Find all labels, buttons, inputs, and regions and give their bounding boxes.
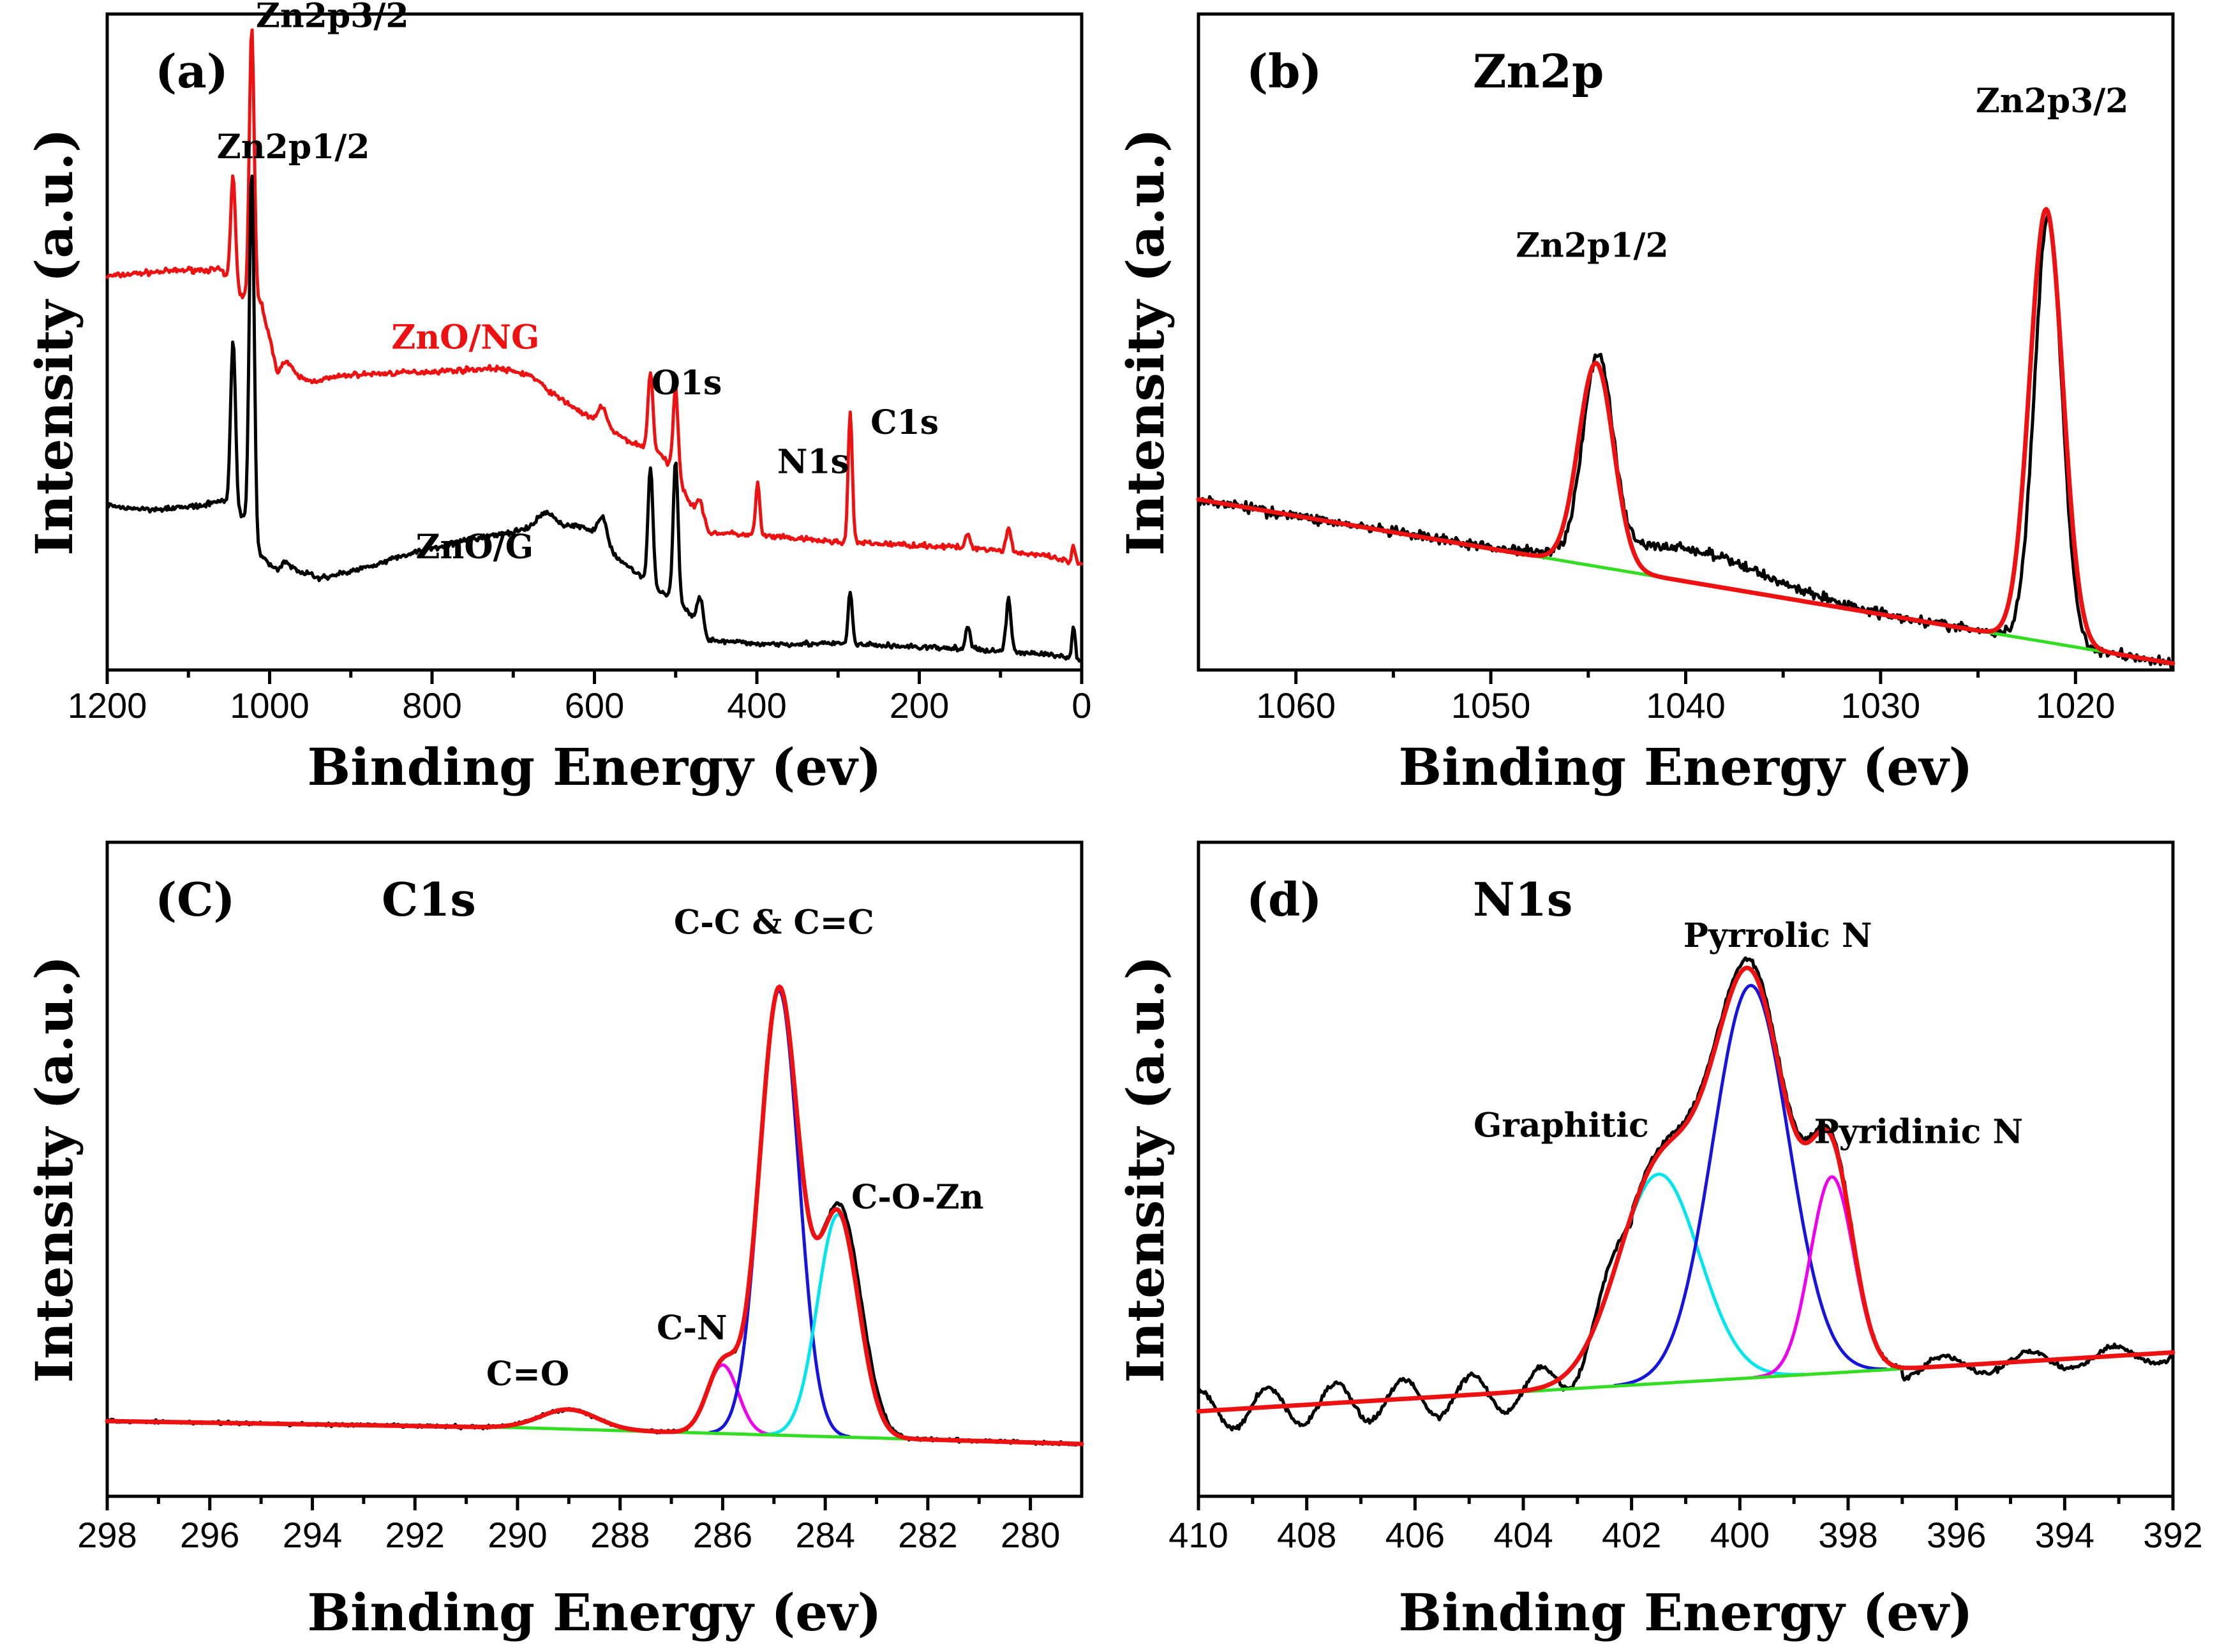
x-tick-label: 292 bbox=[385, 1515, 444, 1555]
x-axis-label: Binding Energy (ev) bbox=[308, 737, 882, 797]
component-c-c-c-c-line bbox=[708, 989, 851, 1438]
panel-title: N1s bbox=[1473, 872, 1572, 926]
x-tick-label: 1200 bbox=[68, 685, 147, 726]
x-tick-label: 402 bbox=[1602, 1515, 1661, 1555]
peak-annotation: Zn2p3/2 bbox=[1976, 82, 2129, 121]
component-pyrrolic-n-line bbox=[1613, 984, 1888, 1387]
x-tick-label: 298 bbox=[77, 1515, 137, 1555]
x-tick-label: 288 bbox=[590, 1515, 650, 1555]
x-tick-label: 1020 bbox=[2036, 685, 2116, 726]
peak-annotation: Zn2p3/2 bbox=[256, 0, 409, 36]
x-tick-label: 280 bbox=[1001, 1515, 1060, 1555]
series-zno-ng-line bbox=[105, 28, 1084, 566]
x-tick-label: 600 bbox=[565, 685, 624, 726]
fit-envelope-line bbox=[1196, 207, 2175, 666]
x-tick-label: 410 bbox=[1168, 1515, 1228, 1555]
panel-a-survey: 1200 1000 800 600 400 200 0 Binding Energy (ev)… bbox=[24, 0, 1092, 797]
component-pyridinic-n-line bbox=[1752, 1175, 1912, 1380]
x-tick-label: 296 bbox=[180, 1515, 239, 1555]
measured-data-line bbox=[1197, 956, 2175, 1432]
panel-d-n1s: 410 408 406 404 402 400 398 396 394 392 Binding En… bbox=[1116, 840, 2203, 1642]
x-axis-label: Binding Energy (ev) bbox=[308, 1582, 882, 1642]
y-axis-label: Intensity (a.u.) bbox=[1116, 128, 1175, 556]
x-tick-label: 394 bbox=[2035, 1515, 2094, 1555]
peak-annotation: C-C & C=C bbox=[674, 904, 874, 942]
plot-frame bbox=[105, 840, 1084, 1498]
x-tick-label: 1000 bbox=[230, 685, 310, 726]
peak-annotation: C-N bbox=[657, 1309, 728, 1348]
x-tick-label: 1060 bbox=[1256, 685, 1336, 726]
background-line bbox=[1467, 1367, 1904, 1397]
series-label-zno-g: ZnO/G bbox=[416, 528, 534, 567]
peak-annotation: C=O bbox=[486, 1355, 569, 1394]
series-label-zno-ng: ZnO/NG bbox=[391, 318, 539, 357]
component-c-o-zn-line bbox=[763, 1212, 914, 1441]
x-tick-label: 1040 bbox=[1646, 685, 1726, 726]
peak-annotation: Graphitic bbox=[1474, 1106, 1649, 1145]
y-axis-label: Intensity (a.u.) bbox=[24, 956, 84, 1383]
panel-label: (C) bbox=[155, 872, 235, 926]
x-tick-label: 286 bbox=[693, 1515, 752, 1555]
peak-annotation: O1s bbox=[652, 364, 722, 403]
panel-title: C1s bbox=[382, 872, 476, 926]
x-axis-label: Binding Energy (ev) bbox=[1399, 737, 1973, 797]
background-line bbox=[490, 1425, 955, 1442]
x-tick-label: 404 bbox=[1493, 1515, 1553, 1555]
x-tick-label: 396 bbox=[1927, 1515, 1986, 1555]
x-tick-label: 800 bbox=[402, 685, 461, 726]
x-tick-label: 200 bbox=[890, 685, 949, 726]
peak-annotation: Pyrrolic N bbox=[1683, 916, 1872, 955]
x-tick-label: 1030 bbox=[1841, 685, 1921, 726]
peak-annotation: Pyridinic N bbox=[1814, 1113, 2023, 1152]
x-tick-label: 408 bbox=[1277, 1515, 1336, 1555]
fit-envelope-line bbox=[105, 984, 1084, 1447]
panel-label: (a) bbox=[155, 44, 228, 98]
panel-b-zn2p: 1060 1050 1040 1030 1020 Binding Energy (ev) I… bbox=[1116, 12, 2175, 797]
x-axis-label: Binding Energy (ev) bbox=[1399, 1582, 1973, 1642]
x-tick-label: 284 bbox=[795, 1515, 855, 1555]
peak-annotation: Zn2p1/2 bbox=[1516, 226, 1669, 265]
panel-label: (d) bbox=[1246, 872, 1322, 926]
y-axis-label: Intensity (a.u.) bbox=[1116, 956, 1175, 1383]
peak-annotation: N1s bbox=[777, 443, 849, 482]
panel-title: Zn2p bbox=[1473, 44, 1604, 98]
peak-annotation: C-O-Zn bbox=[851, 1178, 984, 1217]
x-tick-label: 294 bbox=[283, 1515, 342, 1555]
peak-annotation: Zn2p1/2 bbox=[217, 128, 370, 167]
component-c-n-line bbox=[666, 1363, 779, 1437]
x-tick-label: 398 bbox=[1818, 1515, 1877, 1555]
x-tick-label: 290 bbox=[488, 1515, 547, 1555]
series-zno-g-line bbox=[105, 174, 1084, 663]
x-tick-label: 282 bbox=[898, 1515, 957, 1555]
y-axis-label: Intensity (a.u.) bbox=[24, 128, 84, 556]
x-tick-label: 400 bbox=[1710, 1515, 1770, 1555]
x-tick-label: 0 bbox=[1071, 685, 1091, 726]
panel-label: (b) bbox=[1246, 44, 1322, 98]
measured-data-line bbox=[1197, 214, 2175, 671]
fit-envelope-line bbox=[1196, 965, 2175, 1414]
panel-c-c1s: 298 296 294 292 290 288 286 284 282 280 Binding En… bbox=[24, 840, 1084, 1642]
peak-annotation: C1s bbox=[870, 403, 939, 442]
component-graphitic-line bbox=[1511, 1172, 1806, 1394]
x-tick-label: 406 bbox=[1385, 1515, 1445, 1555]
x-tick-label: 1050 bbox=[1451, 685, 1531, 726]
x-tick-label: 400 bbox=[727, 685, 786, 726]
x-tick-label: 392 bbox=[2143, 1515, 2202, 1555]
